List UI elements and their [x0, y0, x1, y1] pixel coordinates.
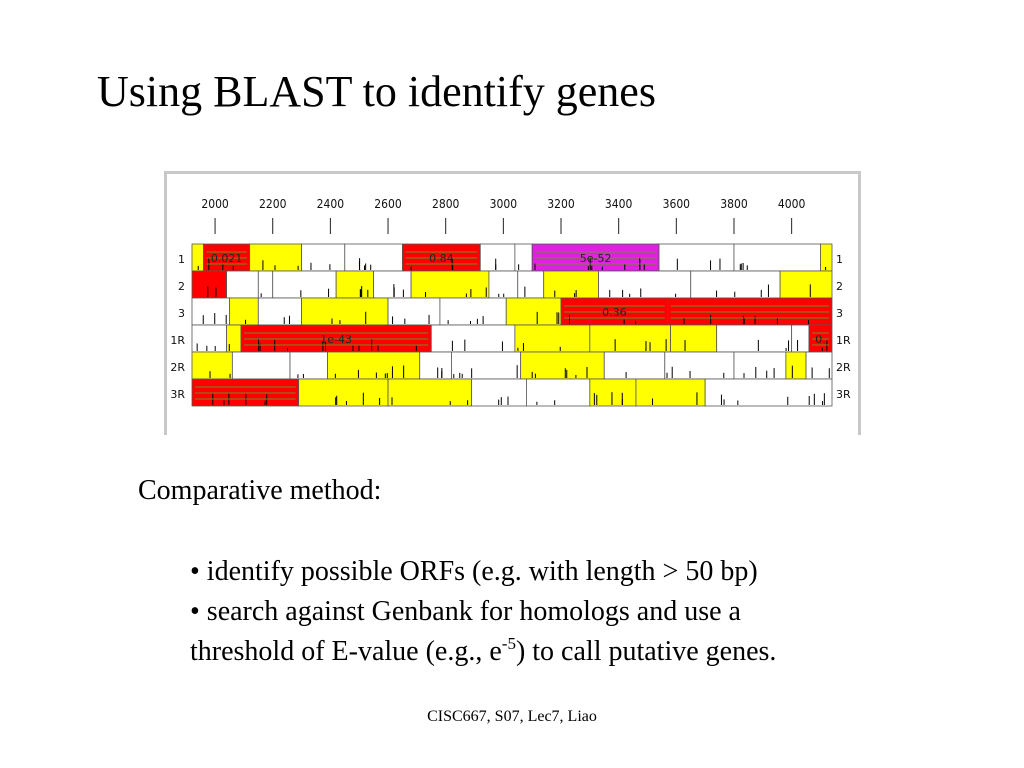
orf-segment: [387, 297, 441, 326]
evalue-label: 0.: [815, 333, 826, 346]
evalue-exponent: -5: [501, 634, 516, 653]
orf-segment: [716, 324, 793, 353]
reading-frame-row: 3R 3R: [170, 378, 851, 407]
orf-segment-yellow: [520, 351, 605, 380]
axis-tick-label: 3400: [605, 197, 633, 211]
orf-segment-yellow: [635, 378, 706, 407]
orf-segment-yellow: [514, 324, 591, 353]
frame-label-left: 2R: [170, 361, 185, 374]
reading-frame-row: 2R 2R: [170, 351, 851, 380]
orf-segment: [226, 270, 259, 299]
reading-frame-row: 3 30.36: [178, 297, 843, 326]
orf-segment-yellow: [670, 324, 718, 353]
orf-segment: [517, 270, 545, 299]
axis-tick-label: 3800: [720, 197, 748, 211]
orf-segment-yellow: [191, 351, 233, 380]
frame-label-right: 1: [836, 253, 843, 266]
axis-tick-label: 3000: [490, 197, 518, 211]
frame-label-left: 1R: [170, 334, 185, 347]
frame-label-left: 2: [178, 280, 185, 293]
orf-segment: [430, 324, 516, 353]
axis-tick-label: 3200: [547, 197, 575, 211]
orf-segment: [526, 378, 591, 407]
orf-segment-yellow: [589, 324, 671, 353]
frame-label-left: 1: [178, 253, 185, 266]
orf-segment-yellow: [229, 297, 259, 326]
orf-segment: [344, 243, 403, 272]
reading-frame-row: 1 1 0.021 0.84 5e-52: [178, 243, 843, 272]
orf-segment: [603, 351, 666, 380]
evalue-label: 0.84: [429, 252, 454, 265]
axis-tick-label: 4000: [778, 197, 806, 211]
evalue-label: 5e-52: [580, 252, 612, 265]
orf-segment: [231, 351, 291, 380]
axis-tick-label: 2400: [317, 197, 345, 211]
orf-frame-map: 2000 2200 2400 2600 2800 3000 3200 3400 3600 3800…: [170, 197, 851, 407]
frame-label-left: 3R: [170, 388, 185, 401]
orf-segment-yellow: [387, 378, 473, 407]
orf-segment: [690, 270, 781, 299]
evalue-label: 0.021: [211, 252, 243, 265]
reading-frame-row: 1R 1R 1e-43 0.: [170, 324, 851, 353]
axis-tick-label: 2600: [374, 197, 402, 211]
orf-segment: [451, 351, 522, 380]
orf-segment: [301, 243, 346, 272]
orf-segment-yellow: [410, 270, 490, 299]
evalue-label: 1e-43: [320, 333, 352, 346]
slide-footer: CISC667, S07, Lec7, Liao: [427, 708, 597, 725]
orf-segment: [257, 270, 274, 299]
orf-segment: [479, 243, 516, 272]
orf-segment-yellow: [543, 270, 599, 299]
orf-segment: [257, 297, 302, 326]
orf-segment-yellow: [249, 243, 302, 272]
axis-tick-label: 2000: [201, 197, 229, 211]
orf-segment: [805, 351, 833, 380]
bullet-item-search-line1: • search against Genbank for homologs an…: [190, 596, 741, 627]
frame-label-right: 3R: [836, 388, 851, 401]
orf-segment: [272, 270, 337, 299]
orf-segment-red: [191, 270, 227, 299]
bullet-item-search-line2: threshold of E-value (e.g., e-5) to call…: [190, 632, 930, 672]
orf-segment: [733, 351, 787, 380]
evalue-label: 0.36: [602, 306, 627, 319]
frame-label-left: 3: [178, 307, 185, 320]
orf-segment: [439, 297, 507, 326]
orf-segment: [289, 351, 328, 380]
evalue-text-pre: threshold of E-value (e.g., e: [190, 636, 502, 667]
orf-segment-yellow: [301, 297, 389, 326]
slide-title: Using BLAST to identify genes: [97, 67, 656, 116]
orf-segment: [191, 297, 230, 326]
orf-segment: [704, 378, 833, 407]
orf-segment-yellow: [505, 297, 562, 326]
orf-segment-yellow: [327, 351, 421, 380]
orf-segment: [514, 243, 533, 272]
orf-segment: [658, 243, 735, 272]
orf-segment-yellow: [589, 378, 637, 407]
axis-tick-label: 2200: [259, 197, 287, 211]
orf-segment-yellow: [820, 243, 833, 272]
evalue-text-post: ) to call putative genes.: [515, 636, 777, 667]
orf-segment-yellow: [779, 270, 833, 299]
orf-segment: [419, 351, 452, 380]
bullet-list: • identify possible ORFs (e.g. with leng…: [190, 552, 930, 672]
subheading: Comparative method:: [138, 475, 382, 506]
frame-label-right: 2R: [836, 361, 851, 374]
orf-segment: [598, 270, 692, 299]
orf-segment-yellow: [785, 351, 807, 380]
orf-segment: [791, 324, 810, 353]
axis-tick-label: 3600: [663, 197, 691, 211]
bullet-item-orfs: • identify possible ORFs (e.g. with leng…: [190, 556, 758, 587]
blast-orf-figure: 2000 2200 2400 2600 2800 3000 3200 3400 3600 3800…: [164, 171, 861, 435]
frame-label-right: 3: [836, 307, 843, 320]
axis-tick-label: 2800: [432, 197, 460, 211]
frame-label-right: 1R: [836, 334, 851, 347]
frame-label-right: 2: [836, 280, 843, 293]
orf-segment-yellow: [298, 378, 389, 407]
orf-segment: [373, 270, 412, 299]
orf-segment-yellow: [226, 324, 242, 353]
